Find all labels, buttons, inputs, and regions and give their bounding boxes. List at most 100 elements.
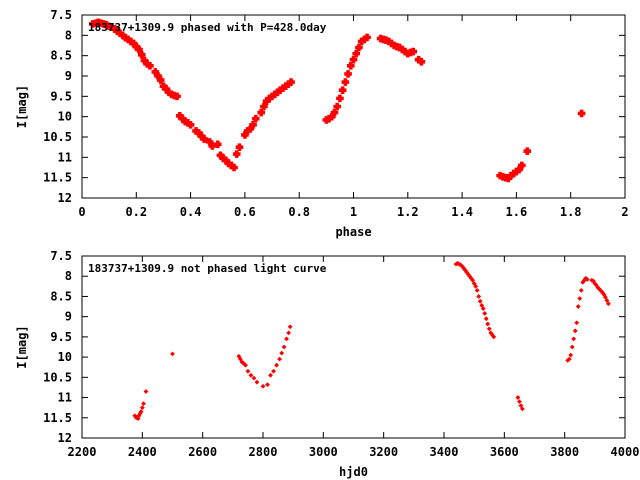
y-axis-label: I[mag] xyxy=(15,325,29,368)
data-point xyxy=(458,262,463,268)
x-tick-label: 1 xyxy=(350,205,357,219)
data-point xyxy=(262,97,271,106)
y-tick-label: 8 xyxy=(65,269,72,283)
plot-panel-unphased: 2200 2400 2600 2800 3000 3200 3400 3600 3800 4000… xyxy=(15,249,639,479)
x-tick-label: 2 xyxy=(621,205,628,219)
data-point xyxy=(336,94,344,103)
data-point xyxy=(482,311,488,316)
data-point xyxy=(260,383,266,389)
data-point xyxy=(279,350,285,356)
data-point xyxy=(333,102,342,111)
data-point xyxy=(483,316,489,322)
plot-panel-phased: 0 0.2 0.4 0.6 0.8 1 1.2 1.4 1.6 1.8 2 7.5 8 8.5 9 9.5 10… xyxy=(15,8,629,239)
data-point xyxy=(346,62,355,70)
data-point xyxy=(515,395,521,400)
x-tick-label: 1.4 xyxy=(451,205,473,219)
y-tick-label: 12 xyxy=(58,431,72,445)
y-tick-label: 7.5 xyxy=(50,249,72,263)
data-point xyxy=(341,78,350,86)
x-tick-label: 2400 xyxy=(128,445,157,459)
data-point xyxy=(520,406,525,412)
data-point xyxy=(574,320,580,326)
data-point xyxy=(330,108,339,117)
x-tick-label: 3400 xyxy=(430,445,459,459)
data-point xyxy=(136,413,142,419)
x-tick-label: 2800 xyxy=(249,445,278,459)
data-point xyxy=(137,411,143,417)
x-tick-label: 0.2 xyxy=(125,205,147,219)
x-tick-label: 1.8 xyxy=(560,205,582,219)
data-point xyxy=(284,336,289,342)
y-tick-label: 11.5 xyxy=(43,411,72,425)
data-point xyxy=(575,304,581,309)
data-point xyxy=(240,360,246,366)
data-point xyxy=(138,409,144,415)
y-axis-label: I[mag] xyxy=(15,85,29,128)
plot-title: 183737+1309.9 not phased light curve xyxy=(88,262,327,275)
data-point xyxy=(132,413,138,419)
x-tick-label: 1.6 xyxy=(506,205,528,219)
x-tick-label: 1.2 xyxy=(397,205,419,219)
data-point xyxy=(249,121,257,129)
data-point xyxy=(274,362,279,368)
x-axis-label: phase xyxy=(335,225,371,239)
x-tick-label: 0.8 xyxy=(288,205,310,219)
y-tick-label: 11 xyxy=(58,150,72,164)
data-point xyxy=(598,288,604,294)
data-point xyxy=(515,165,523,174)
data-point xyxy=(286,330,292,336)
data-point xyxy=(338,86,347,95)
data-point xyxy=(355,43,363,52)
data-point xyxy=(170,351,175,357)
y-tick-label: 12 xyxy=(58,191,72,205)
data-point xyxy=(265,382,270,388)
x-tick-label: 0 xyxy=(78,205,85,219)
data-point xyxy=(523,147,532,156)
data-point xyxy=(518,161,526,170)
data-point xyxy=(571,336,577,342)
data-point xyxy=(491,334,497,340)
x-tick-label: 3200 xyxy=(369,445,398,459)
data-point xyxy=(480,306,486,311)
data-point xyxy=(584,277,590,282)
data-point xyxy=(352,49,361,58)
plot-frame xyxy=(81,255,626,439)
data-point xyxy=(568,352,574,358)
x-tick-label: 0.6 xyxy=(234,205,256,219)
data-point xyxy=(566,356,572,362)
y-tick-label: 10 xyxy=(58,350,72,364)
y-tick-label: 9 xyxy=(65,69,72,83)
data-point xyxy=(504,174,513,183)
data-point xyxy=(232,150,241,158)
data-point xyxy=(485,321,491,327)
data-point xyxy=(208,142,217,150)
y-tick-label: 10.5 xyxy=(43,370,72,384)
data-point xyxy=(464,269,470,275)
data-point xyxy=(470,277,476,283)
data-point xyxy=(606,301,611,307)
x-tick-label: 3800 xyxy=(550,445,579,459)
data-point xyxy=(517,399,522,404)
data-point xyxy=(327,112,336,121)
x-tick-label: 0.4 xyxy=(180,205,202,219)
x-tick-label: 2200 xyxy=(68,445,97,459)
data-point xyxy=(473,283,479,289)
data-point xyxy=(235,143,244,151)
data-point xyxy=(476,294,482,299)
x-tick-label: 4000 xyxy=(611,445,640,459)
data-point xyxy=(363,33,371,42)
data-point xyxy=(281,344,287,350)
data-point xyxy=(477,298,483,304)
data-point xyxy=(583,275,589,281)
data-point xyxy=(245,368,251,374)
y-tick-label: 11.5 xyxy=(43,171,72,185)
x-tick-label: 3600 xyxy=(490,445,519,459)
y-tick-label: 10.5 xyxy=(43,130,72,144)
y-tick-label: 9 xyxy=(65,310,72,324)
x-tick-label: 3000 xyxy=(309,445,338,459)
data-point xyxy=(277,356,282,362)
data-point xyxy=(257,108,265,117)
data-point xyxy=(271,368,276,374)
plot-title: 183737+1309.9 phased with P=428.0day xyxy=(88,21,327,34)
